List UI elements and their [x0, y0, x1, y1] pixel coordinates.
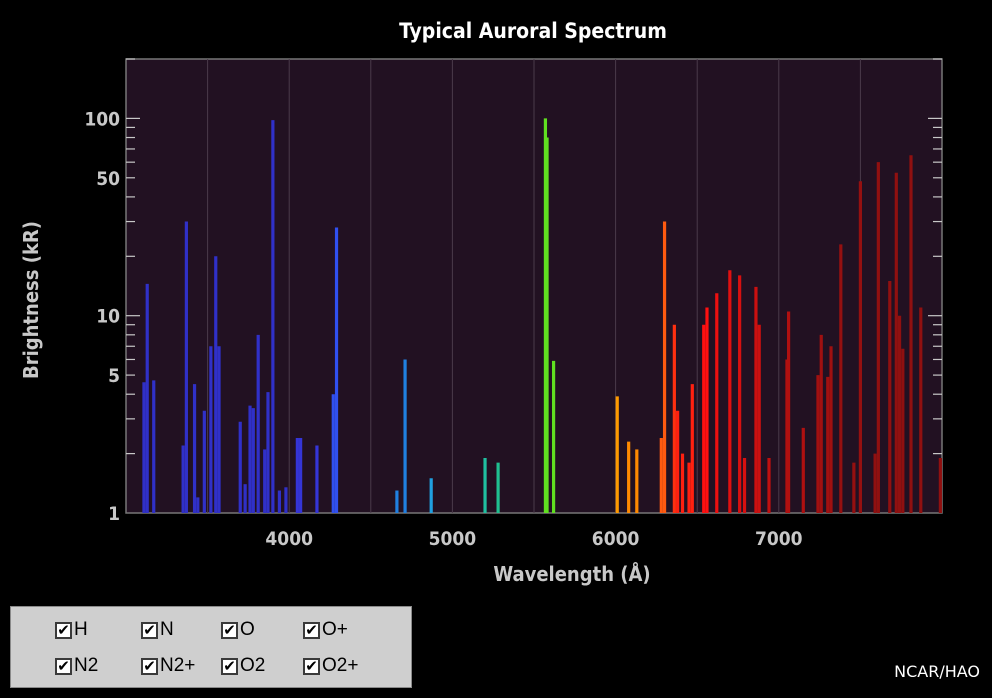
filter-checkbox-label: N2+	[160, 655, 196, 676]
x-tick-label: 4000	[265, 528, 313, 550]
y-tick-labels: 1 5 10 50 100	[84, 108, 120, 525]
checkmark-icon[interactable]: ✔	[55, 657, 72, 675]
filter-checkbox-n2[interactable]: ✔ N2	[55, 655, 98, 677]
filter-checkbox-label: N	[160, 619, 174, 640]
y-axis-label: Brightness (kR)	[19, 221, 43, 379]
x-tick-labels: 4000 5000 6000 7000	[265, 528, 802, 550]
x-tick-label: 5000	[429, 528, 477, 550]
chart-title: Typical Auroral Spectrum	[399, 19, 667, 43]
filter-checkbox-h[interactable]: ✔ H	[55, 619, 88, 641]
filter-checkbox-o[interactable]: ✔ O	[221, 619, 255, 641]
filter-checkbox-label: O	[240, 619, 255, 640]
x-axis-label: Wavelength (Å)	[493, 562, 650, 586]
filter-checkbox-n[interactable]: ✔ N	[141, 619, 174, 641]
y-tick-label: 1	[108, 503, 120, 525]
filter-checkbox-o2[interactable]: ✔ O2	[221, 655, 265, 677]
filter-checkbox-label: N2	[74, 655, 99, 676]
x-tick-label: 7000	[755, 528, 803, 550]
axis-ticks	[126, 58, 942, 455]
y-tick-label: 10	[96, 306, 120, 328]
checkmark-icon[interactable]: ✔	[141, 621, 158, 639]
checkmark-icon[interactable]: ✔	[141, 657, 158, 675]
credit-label: NCAR/HAO	[894, 662, 980, 681]
filter-checkbox-label: O2+	[322, 655, 359, 676]
checkmark-icon[interactable]: ✔	[55, 621, 72, 639]
y-tick-label: 50	[96, 168, 120, 190]
checkmark-icon[interactable]: ✔	[303, 657, 320, 675]
x-tick-label: 6000	[592, 528, 640, 550]
auroral-spectrum-chart: Typical Auroral Spectrum 4000 5000 6000 700…	[19, 19, 943, 586]
checkmark-icon[interactable]: ✔	[221, 657, 238, 675]
y-tick-label: 5	[108, 365, 120, 387]
filter-checkbox-o-plus[interactable]: ✔ O+	[303, 619, 348, 641]
filter-checkbox-label: H	[74, 619, 88, 640]
filter-checkbox-n2-plus[interactable]: ✔ N2+	[141, 655, 195, 677]
filter-checkbox-o2-plus[interactable]: ✔ O2+	[303, 655, 358, 677]
checkmark-icon[interactable]: ✔	[221, 621, 238, 639]
filter-checkbox-label: O+	[322, 619, 348, 640]
y-tick-label: 100	[84, 108, 120, 130]
spectral-lines	[142, 118, 942, 513]
filter-checkbox-label: O2	[240, 655, 266, 676]
checkmark-icon[interactable]: ✔	[303, 621, 320, 639]
element-filter-panel: ✔ H ✔ N ✔ O ✔ O+ ✔ N2 ✔ N2+ ✔ O2 ✔ O2+	[10, 606, 412, 688]
